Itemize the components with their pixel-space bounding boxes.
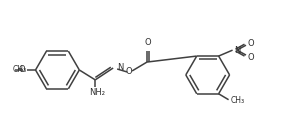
Text: O: O (19, 65, 26, 75)
Text: O: O (126, 68, 132, 76)
Text: O: O (247, 53, 254, 62)
Text: CH₃: CH₃ (230, 96, 245, 105)
Text: N: N (234, 46, 241, 55)
Text: N: N (117, 63, 123, 72)
Text: CH₃: CH₃ (13, 65, 27, 75)
Text: O: O (247, 39, 254, 48)
Text: NH₂: NH₂ (89, 88, 105, 97)
Text: O: O (145, 38, 151, 47)
